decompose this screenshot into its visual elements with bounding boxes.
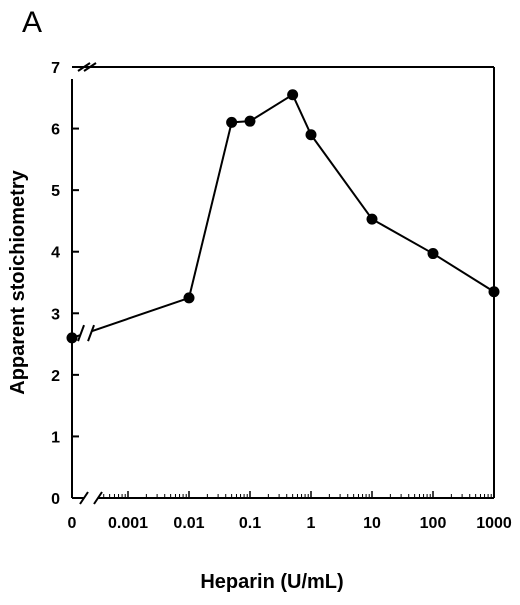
data-point <box>244 115 256 127</box>
data-point <box>183 292 195 304</box>
x-axis-break-mark <box>79 491 89 505</box>
data-point <box>366 213 378 225</box>
y-tick-label: 0 <box>51 491 60 508</box>
x-axis-break-mark <box>93 491 103 505</box>
series-segment <box>432 252 495 293</box>
series-segment <box>291 94 312 136</box>
series-segment <box>188 122 233 299</box>
x-tick-label: 0.1 <box>239 515 261 532</box>
data-point <box>488 286 500 298</box>
ticks: 0 1 2 3 4 5 6 7 0 0.001 0.01 0.1 1 10 100 1000 <box>51 60 512 532</box>
series-segment <box>310 134 373 220</box>
x-tick-label: 10 <box>363 515 381 532</box>
y-axis-title: Apparent stoichiometry <box>7 169 29 394</box>
data-point <box>226 116 238 128</box>
y-tick-label: 2 <box>51 368 60 385</box>
x-axis-title: Heparin (U/mL) <box>200 571 343 593</box>
data-point <box>287 89 299 101</box>
y-tick-label: 6 <box>51 122 60 139</box>
axes <box>71 62 495 505</box>
series-break-mark <box>87 324 95 342</box>
y-tick-label: 1 <box>51 429 60 446</box>
y-tick-label: 3 <box>51 306 60 323</box>
series-line <box>71 93 495 342</box>
data-point <box>305 129 317 141</box>
series-break-mark <box>77 324 85 342</box>
series-segment <box>249 93 294 123</box>
y-axis-break-mark <box>77 62 91 72</box>
data-point <box>66 332 78 344</box>
y-axis-break-mark <box>83 62 97 72</box>
x-tick-label: 1000 <box>476 515 512 532</box>
x-tick-label: 0.01 <box>173 515 204 532</box>
y-tick-label: 7 <box>51 60 60 77</box>
y-tick-label: 4 <box>51 245 60 262</box>
y-tick-label: 5 <box>51 183 60 200</box>
data-point <box>427 248 439 260</box>
panel-label: A <box>22 6 42 39</box>
x-tick-label: 100 <box>420 515 447 532</box>
data-points <box>66 89 500 344</box>
x-tick-label: 0.001 <box>108 515 148 532</box>
x-tick-label: 0 <box>68 515 77 532</box>
x-tick-label: 1 <box>307 515 316 532</box>
series-segment <box>371 218 434 255</box>
